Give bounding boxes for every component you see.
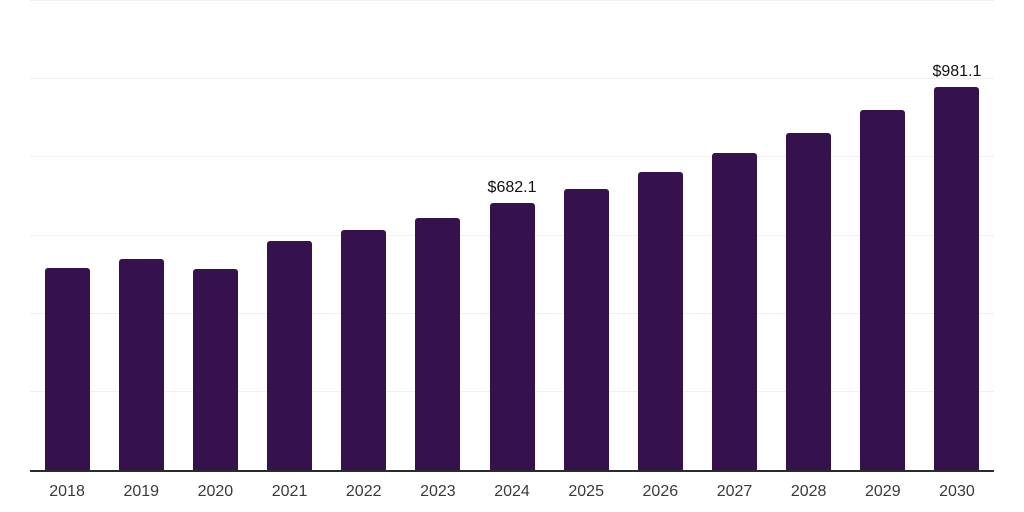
bar-2022 xyxy=(341,230,387,470)
bar-2021 xyxy=(267,240,313,470)
x-axis-label-2028: 2028 xyxy=(790,483,827,500)
bar-value-label-2030: $981.1 xyxy=(932,62,982,80)
x-axis-label-2023: 2023 xyxy=(420,483,456,500)
x-axis-label-2022: 2022 xyxy=(345,483,382,500)
bar-slot-2019 xyxy=(104,1,178,470)
bar-2025 xyxy=(563,188,609,470)
bar-value-label-2024: $682.1 xyxy=(487,179,537,197)
bar-slot-2023 xyxy=(401,1,475,470)
x-axis-labels: 2018 2019 2020 2021 2022 2023 2024 2025 2026 2027… xyxy=(30,472,994,512)
bar-slot-2030: $981.1 xyxy=(920,1,994,470)
bar-2023 xyxy=(415,218,461,470)
x-axis-label-2030: 2030 xyxy=(939,483,975,500)
bars-row: $682.1 $981.1 xyxy=(30,1,994,470)
bar-2030 xyxy=(934,86,980,470)
bar-slot-2020 xyxy=(178,1,252,470)
bar-slot-2027 xyxy=(697,1,771,470)
bar-slot-2029 xyxy=(846,1,920,470)
bar-2019 xyxy=(118,258,164,470)
gridline-800 xyxy=(30,156,994,158)
x-axis-label-2026: 2026 xyxy=(642,483,679,500)
x-axis-label-2029: 2029 xyxy=(865,483,901,500)
x-axis-label-2024: 2024 xyxy=(494,483,530,500)
x-axis-label-2025: 2025 xyxy=(568,483,604,500)
bar-slot-2024: $682.1 xyxy=(475,1,549,470)
bar-slot-2021 xyxy=(252,1,326,470)
bar-slot-2026 xyxy=(623,1,697,470)
x-axis-label-2018: 2018 xyxy=(49,483,85,500)
bar-2027 xyxy=(711,152,757,470)
bar-slot-2022 xyxy=(327,1,401,470)
gridline-1000 xyxy=(30,78,994,80)
gridline-1200 xyxy=(30,0,994,1)
plot-area: $682.1 $981.1 xyxy=(30,0,994,472)
bar-slot-2028 xyxy=(772,1,846,470)
x-axis-label-2027: 2027 xyxy=(716,483,753,500)
x-axis-label-2021: 2021 xyxy=(271,483,308,500)
x-axis-line xyxy=(30,470,994,472)
x-axis-label-2020: 2020 xyxy=(197,483,234,500)
bar-2028 xyxy=(786,132,832,470)
bar-2024 xyxy=(489,203,535,470)
x-axis-label-2019: 2019 xyxy=(123,483,160,500)
bar-slot-2018 xyxy=(30,1,104,470)
bar-slot-2025 xyxy=(549,1,623,470)
bar-2026 xyxy=(637,172,683,470)
bar-2018 xyxy=(44,267,90,470)
bar-2029 xyxy=(860,110,906,470)
bar-2020 xyxy=(192,268,238,470)
